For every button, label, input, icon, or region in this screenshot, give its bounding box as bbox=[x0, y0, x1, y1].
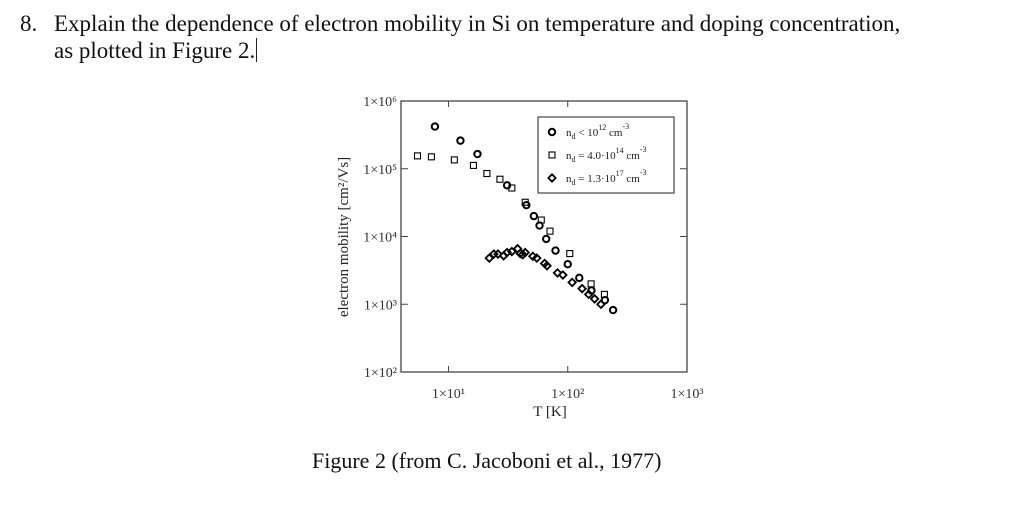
square-marker bbox=[546, 227, 554, 235]
y-tick-label: 1×10⁴ bbox=[363, 231, 397, 246]
y-tick-label: 1×10⁶ bbox=[363, 95, 397, 110]
x-tick-label: 1×10¹ bbox=[432, 387, 465, 402]
legend-diamond-icon bbox=[547, 173, 557, 183]
x-tick-label: 1×10² bbox=[551, 387, 584, 402]
y-axis-label: electron mobility [cm²/Vs] bbox=[336, 157, 352, 317]
x-tick-label: 1×10³ bbox=[670, 387, 703, 402]
diamond-marker bbox=[596, 299, 606, 310]
diamond-marker bbox=[557, 270, 568, 280]
square-marker bbox=[521, 198, 529, 206]
legend-entry-1: nd < 1012 cm-3 bbox=[566, 122, 629, 141]
data-points bbox=[413, 122, 618, 315]
square-marker bbox=[427, 153, 435, 161]
square-marker bbox=[600, 290, 608, 298]
diamond-marker bbox=[520, 247, 531, 258]
y-axis-ticks: 1×10² 1×10³ 1×10⁴ 1×10⁵ 1×10⁶ bbox=[363, 95, 687, 381]
series-square bbox=[413, 152, 608, 298]
diamond-marker bbox=[577, 283, 588, 294]
question-line-1: Explain the dependence of electron mobil… bbox=[54, 11, 901, 36]
circle-marker bbox=[430, 122, 440, 131]
diamond-marker bbox=[531, 253, 542, 264]
square-marker bbox=[469, 161, 478, 169]
square-marker bbox=[483, 169, 491, 178]
y-tick-label: 1×10³ bbox=[364, 298, 397, 313]
y-tick-label: 1×10⁵ bbox=[363, 163, 397, 178]
diamond-marker bbox=[589, 293, 600, 304]
square-marker bbox=[566, 250, 574, 258]
diamond-marker bbox=[567, 277, 578, 288]
circle-marker bbox=[529, 211, 539, 221]
legend: nd < 1012 cm-3 nd = 4.0·1014 cm-3 nd = 1.3… bbox=[537, 116, 675, 194]
legend-box bbox=[537, 116, 675, 194]
diamond-marker bbox=[527, 251, 538, 262]
series-diamond bbox=[484, 243, 606, 310]
text-cursor bbox=[256, 38, 258, 62]
diamond-marker bbox=[583, 289, 594, 300]
circle-marker bbox=[542, 234, 551, 244]
question-line-2: as plotted in Figure 2. bbox=[54, 37, 258, 64]
figure-caption: Figure 2 (from C. Jacoboni et al., 1977) bbox=[312, 448, 662, 473]
square-marker bbox=[587, 280, 595, 288]
circle-marker bbox=[535, 221, 544, 230]
y-tick-label: 1×10² bbox=[364, 366, 397, 381]
circle-marker bbox=[473, 149, 482, 159]
legend-entry-2: nd = 4.0·1014 cm-3 bbox=[566, 145, 647, 164]
square-marker bbox=[537, 216, 545, 224]
square-marker bbox=[413, 152, 422, 160]
circle-marker bbox=[563, 260, 572, 269]
square-marker bbox=[508, 184, 516, 192]
square-marker bbox=[450, 156, 458, 164]
circle-marker bbox=[456, 136, 465, 145]
circle-marker bbox=[575, 273, 584, 283]
square-marker bbox=[496, 175, 504, 183]
legend-entry-3: nd = 1.3·1017 cm-3 bbox=[566, 168, 647, 187]
circle-marker bbox=[551, 246, 560, 255]
legend-square-icon bbox=[548, 151, 556, 159]
question-number: 8. bbox=[20, 11, 38, 36]
x-axis-ticks: 1×10¹ 1×10² 1×10³ bbox=[432, 101, 704, 402]
diamond-marker bbox=[542, 260, 552, 271]
circle-marker bbox=[608, 305, 618, 315]
question-line-2-text: as plotted in Figure 2. bbox=[54, 38, 256, 63]
legend-circle-icon bbox=[547, 127, 557, 137]
x-axis-label: T [K] bbox=[533, 404, 566, 420]
